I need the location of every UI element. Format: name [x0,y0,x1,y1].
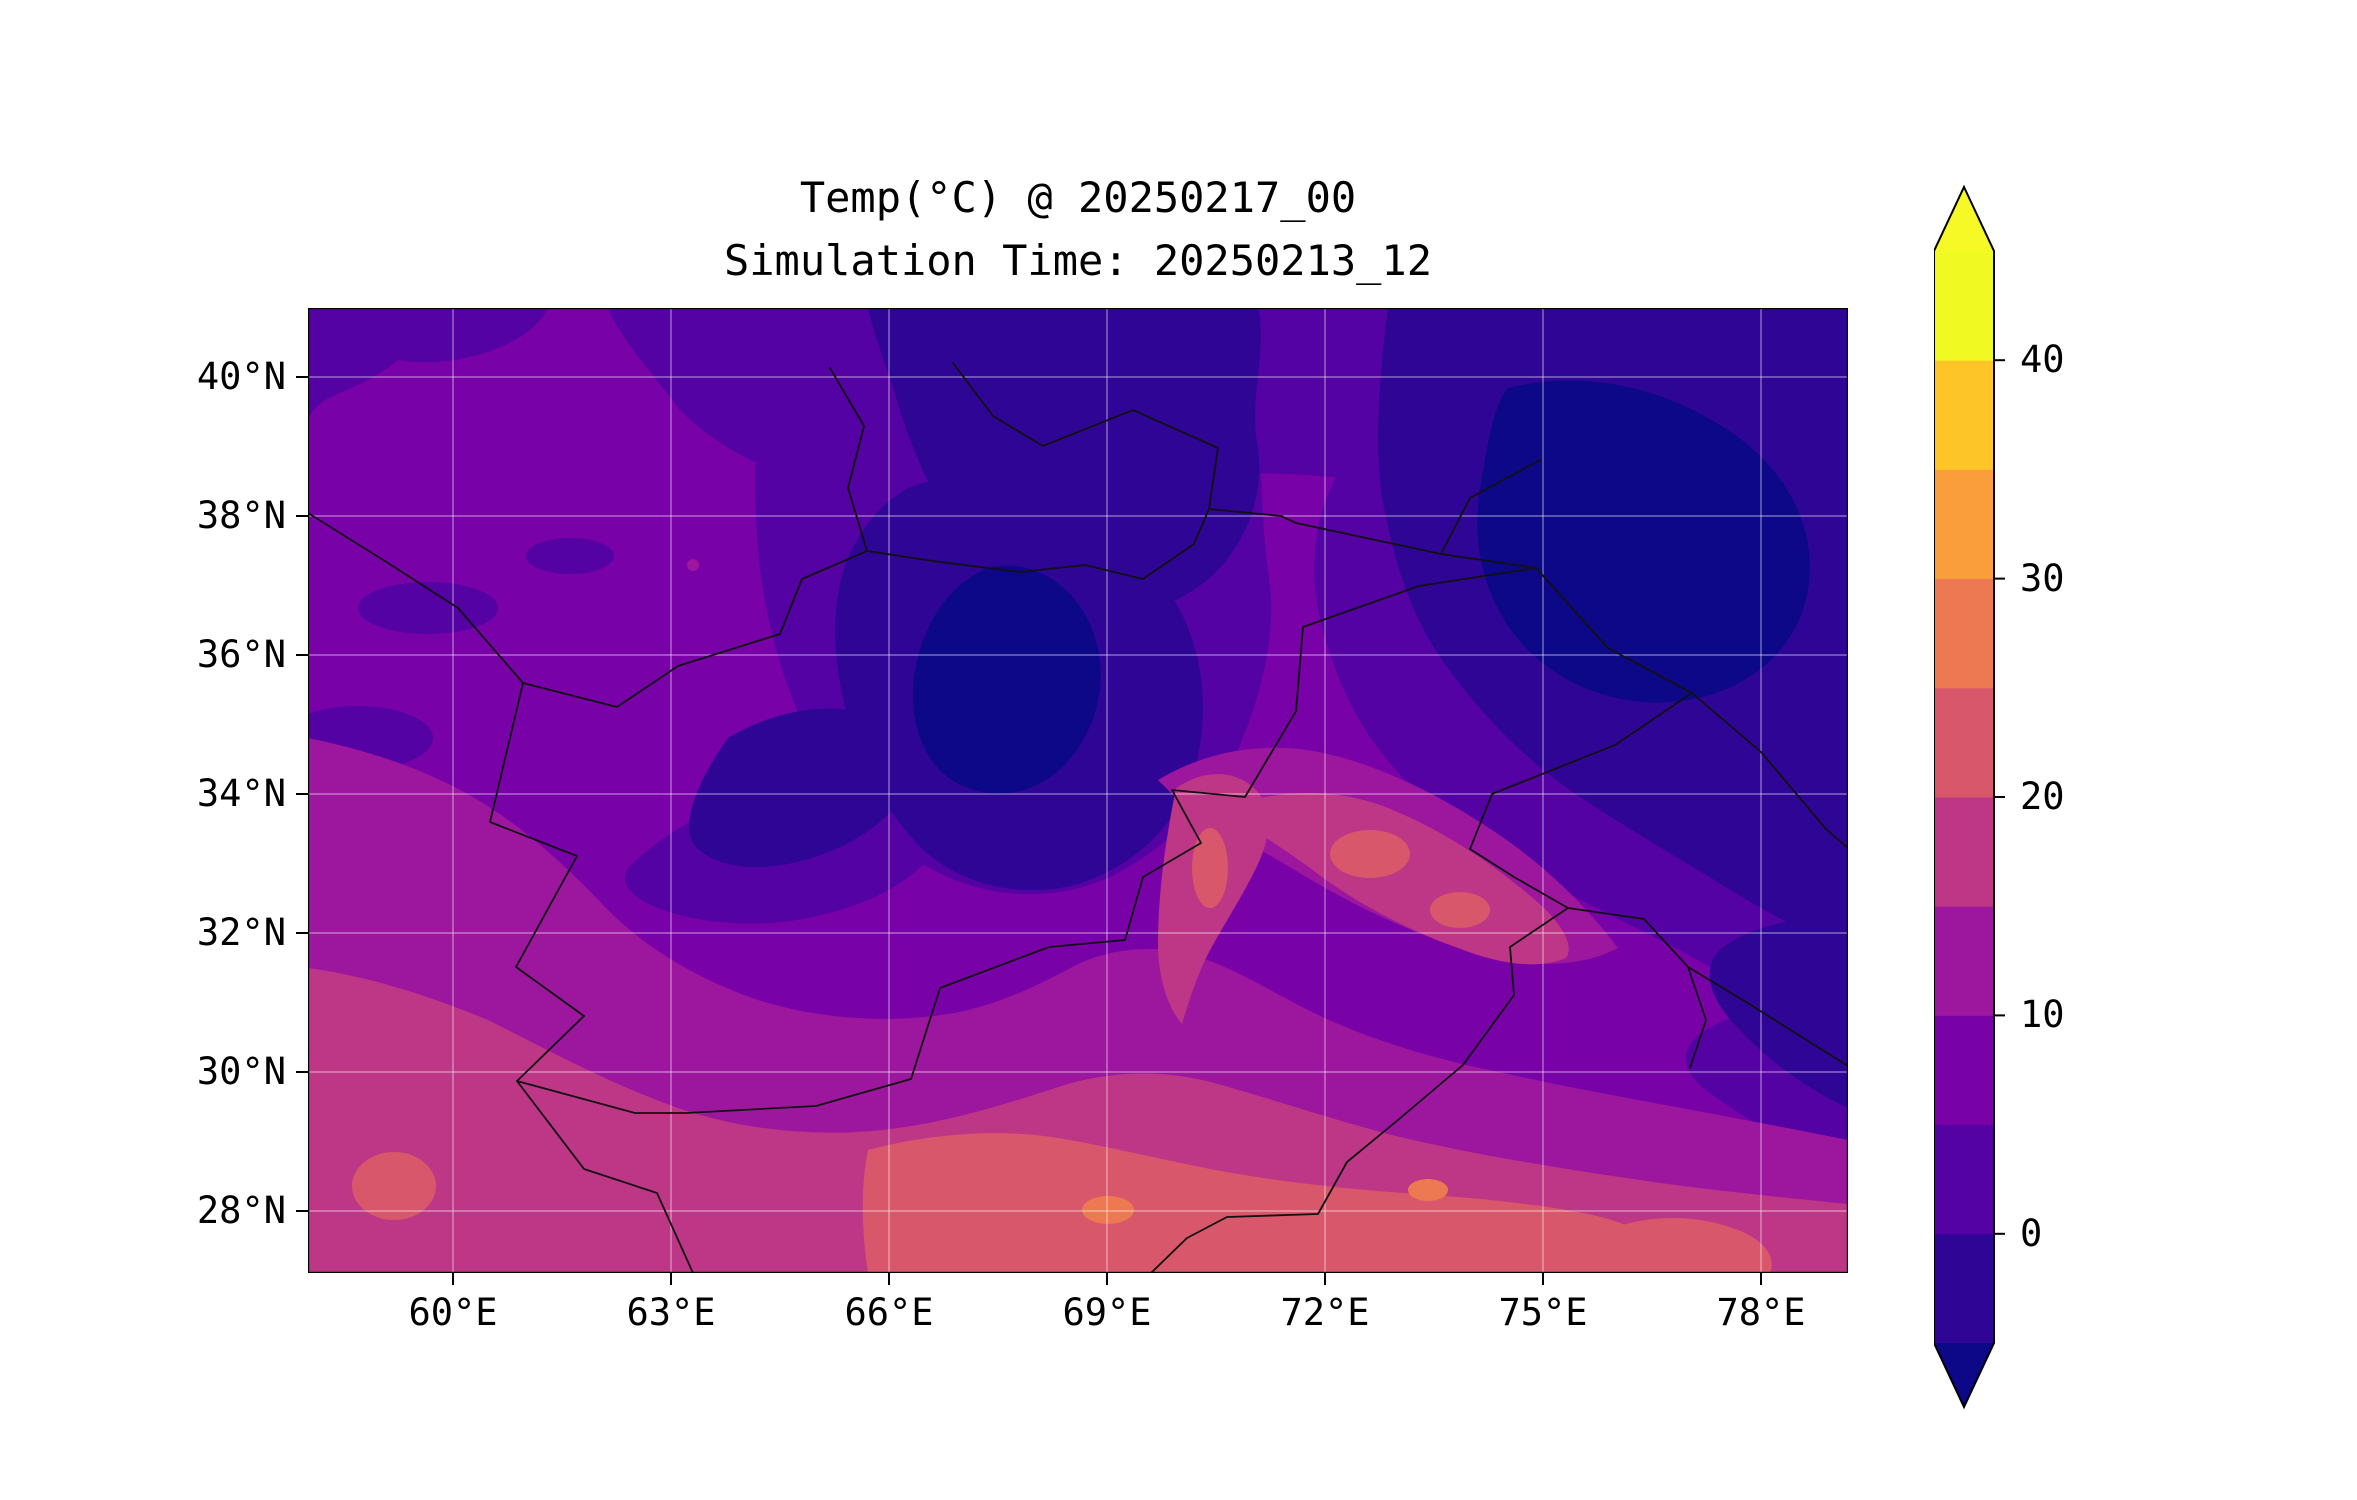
y-tick-mark [296,376,308,378]
x-tick-label: 69°E [1062,1291,1152,1334]
x-tick-mark [1760,1273,1762,1285]
temp-band-region [1408,1179,1448,1201]
y-tick-label: 34°N [196,772,286,815]
colorbar-band [1934,906,1994,1016]
border-line [1535,567,1848,849]
map-plot-area [308,308,1848,1273]
plot-title: Temp(°C) @ 20250217_00 Simulation Time: … [308,166,1848,292]
x-tick-mark [1324,1273,1326,1285]
colorbar-band [1934,1015,1994,1126]
y-tick-mark [296,1210,308,1212]
x-tick-label: 78°E [1716,1291,1806,1334]
temp-band-region [689,708,911,868]
temp-band-region [352,1152,436,1220]
y-tick-label: 32°N [196,911,286,954]
border-line [952,362,1219,510]
border-line [308,512,524,684]
country-borders [308,362,1848,1273]
temp-band-region [308,968,1848,1273]
border-line [1469,692,1693,909]
y-tick-label: 28°N [196,1189,286,1232]
x-tick-label: 75°E [1498,1291,1588,1334]
colorbar-band [1934,360,1994,470]
y-tick-label: 30°N [196,1050,286,1093]
colorbar-tick-label: 20 [2020,775,2065,818]
x-tick-mark [1106,1273,1108,1285]
y-tick-label: 36°N [196,633,286,676]
colorbar-tick-label: 0 [2020,1211,2043,1255]
temperature-map [308,308,1848,1273]
y-tick-mark [296,793,308,795]
y-tick-label: 38°N [196,494,286,537]
border-line [829,367,868,552]
temp-band-region [1192,828,1228,908]
colorbar-tick-label: 30 [2020,556,2065,600]
temp-band-region [1477,380,1810,703]
temp-band-region [1228,793,1569,965]
x-tick-label: 63°E [626,1291,716,1334]
temp-band-region [687,559,699,571]
colorbar-band [1934,1124,1994,1235]
colorbar-band [1934,251,1994,361]
y-tick-mark [296,654,308,656]
border-line [1687,966,1707,1069]
colorbar-over-arrow [1934,187,1994,251]
y-tick-label: 40°N [196,355,286,398]
temp-band-region [1606,1218,1772,1273]
temp-band-region [1330,830,1410,878]
colorbar-under-arrow [1934,1343,1994,1407]
colorbar-tick-label: 10 [2020,993,2065,1037]
x-tick-mark [452,1273,454,1285]
colorbar-svg [1933,184,2005,1410]
temp-band-region [1430,892,1490,928]
y-tick-mark [296,932,308,934]
y-tick-mark [296,1071,308,1073]
x-tick-label: 66°E [844,1291,934,1334]
temperature-field [308,308,1848,1273]
y-tick-mark [296,515,308,517]
colorbar-band [1934,1233,1994,1344]
x-tick-mark [888,1273,890,1285]
border-line [516,1080,694,1273]
temp-band-region [1082,1196,1134,1224]
temp-band-region [526,538,614,574]
border-line [1440,459,1541,555]
colorbar-band [1934,797,1994,907]
colorbar-band [1934,469,1994,580]
border-line [1150,907,1569,1273]
colorbar [1933,183,2010,1411]
plot-title-line1: Temp(°C) @ 20250217_00 [799,173,1357,222]
colorbar-outline [1933,184,1995,1410]
temp-band-region [308,308,548,420]
x-tick-label: 72°E [1280,1291,1370,1334]
temp-band-region [1709,908,1848,1108]
colorbar-band [1934,578,1994,689]
temp-band-region [862,1133,1667,1273]
temp-band-region [912,565,1101,794]
graticule [308,308,1848,1273]
plot-title-line2: Simulation Time: 20250213_12 [723,236,1432,285]
colorbar-band [1934,687,1994,798]
temp-band-region [358,582,498,634]
x-tick-label: 60°E [408,1291,498,1334]
border-line [489,508,1537,1114]
colorbar-tick-label: 40 [2020,338,2065,382]
x-tick-mark [1542,1273,1544,1285]
x-tick-mark [670,1273,672,1285]
